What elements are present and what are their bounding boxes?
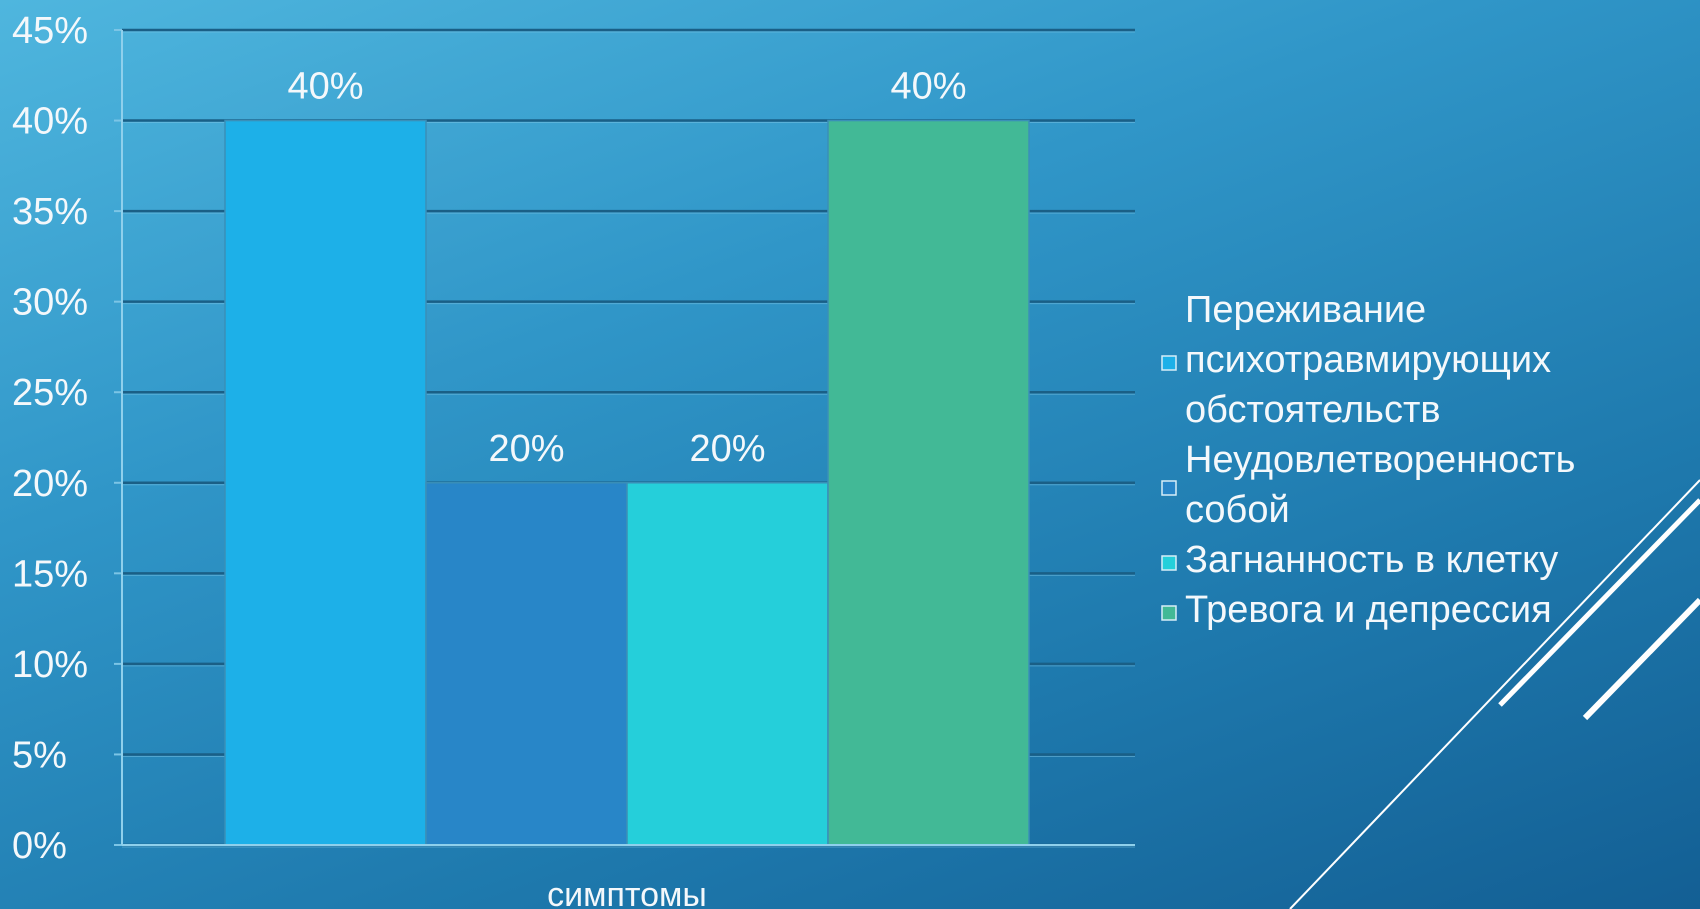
chart-axes	[121, 30, 1135, 846]
legend-swatch	[1161, 355, 1177, 371]
y-tick-label: 30%	[12, 282, 88, 324]
y-tick-label: 25%	[12, 372, 88, 414]
y-tick-label: 10%	[12, 644, 88, 686]
y-tick-label: 45%	[12, 10, 88, 52]
bar	[425, 482, 628, 846]
bar	[827, 119, 1030, 846]
decorative-line	[1582, 597, 1700, 721]
y-tick-label: 0%	[12, 825, 67, 867]
decorative-line	[1289, 479, 1700, 909]
legend-label: психотравмирующих	[1185, 339, 1551, 381]
data-label: 20%	[689, 428, 765, 470]
legend-label: Переживание	[1185, 289, 1426, 331]
y-tick-label: 5%	[12, 734, 67, 776]
legend-swatch	[1161, 605, 1177, 621]
data-label: 20%	[488, 428, 564, 470]
legend-label: Загнанность в клетку	[1185, 539, 1558, 581]
bar	[224, 119, 427, 846]
y-tick-label: 15%	[12, 553, 88, 595]
decorative-line	[1498, 498, 1700, 707]
x-axis-title: симптомы	[547, 876, 707, 909]
data-labels: 40% 20% 20% 40%	[287, 66, 966, 470]
chart-legend: Переживание психотравмирующих обстоятельст…	[1161, 289, 1575, 631]
y-tick-label: 40%	[12, 101, 88, 143]
chart-bars	[224, 119, 1030, 846]
legend-swatch	[1161, 480, 1177, 496]
bar	[626, 482, 829, 846]
legend-label: Неудовлетворенность	[1185, 439, 1575, 481]
legend-swatch	[1161, 555, 1177, 571]
y-tick-label: 35%	[12, 191, 88, 233]
legend-label: собой	[1185, 489, 1290, 531]
legend-label: Тревога и депрессия	[1185, 589, 1552, 631]
decorative-lines	[1289, 479, 1700, 909]
y-axis-tick-labels: 0% 5% 10% 15% 20% 25% 30% 35% 40% 45%	[12, 10, 88, 867]
legend-label: обстоятельств	[1185, 389, 1441, 431]
y-tick-label: 20%	[12, 463, 88, 505]
data-label: 40%	[890, 66, 966, 108]
data-label: 40%	[287, 66, 363, 108]
